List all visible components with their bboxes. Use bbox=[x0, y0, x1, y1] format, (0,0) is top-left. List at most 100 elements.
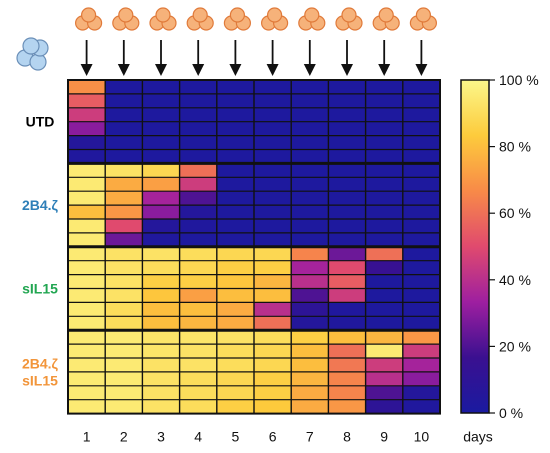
heatmap-cell bbox=[142, 149, 180, 164]
grid-lines bbox=[67, 79, 441, 415]
heatmap-cell bbox=[68, 330, 106, 345]
heatmap-cell bbox=[402, 316, 440, 331]
heatmap-cell bbox=[105, 371, 143, 386]
heatmap-cell bbox=[365, 288, 403, 303]
heatmap-cell bbox=[365, 232, 403, 247]
heatmap-cell bbox=[216, 385, 254, 400]
heatmap-group bbox=[68, 163, 440, 247]
heatmap-cell bbox=[254, 260, 292, 275]
heatmap-cell bbox=[68, 274, 106, 289]
heatmap-cell bbox=[142, 80, 180, 94]
arrow-head-icon bbox=[117, 64, 130, 76]
heatmap-cell bbox=[68, 316, 106, 331]
heatmap-cell bbox=[328, 191, 366, 206]
heatmap-cell bbox=[68, 219, 106, 233]
heatmap-cell bbox=[179, 135, 217, 150]
heatmap-cell bbox=[68, 177, 106, 192]
arrow-head-icon bbox=[80, 64, 93, 76]
heatmap-cell bbox=[291, 302, 329, 317]
heatmap-cell bbox=[105, 149, 143, 164]
heatmap-cell bbox=[254, 149, 292, 164]
heatmap-cell bbox=[365, 149, 403, 164]
heatmap-cell bbox=[105, 135, 143, 150]
heatmap-cell bbox=[402, 80, 440, 94]
heatmap-cell bbox=[402, 177, 440, 192]
heatmap-cell bbox=[142, 246, 180, 261]
heatmap-cell bbox=[142, 107, 180, 122]
heatmap-cell bbox=[291, 93, 329, 108]
heatmap-cell bbox=[68, 93, 106, 108]
heatmap-cell bbox=[179, 371, 217, 386]
x-tick-label: 2 bbox=[120, 429, 128, 445]
heatmap-cell bbox=[216, 246, 254, 261]
heatmap-cell bbox=[291, 149, 329, 164]
x-tick-label: 3 bbox=[157, 429, 165, 445]
heatmap-cell bbox=[216, 191, 254, 206]
heatmap-cell bbox=[365, 135, 403, 150]
heatmap-cell bbox=[402, 107, 440, 122]
heatmap-cell bbox=[68, 358, 106, 372]
heatmap-cell bbox=[216, 205, 254, 219]
heatmap-cell bbox=[254, 246, 292, 261]
heatmap-cell bbox=[291, 107, 329, 122]
x-axis: 1 2 3 4 5 6 7 8 9 10 days bbox=[83, 429, 493, 445]
cell-cluster-icon bbox=[112, 7, 140, 31]
heatmap-group bbox=[68, 246, 440, 331]
heatmap-cell bbox=[365, 358, 403, 372]
colorbar-tick-label: 80 % bbox=[499, 139, 531, 155]
heatmap-cell bbox=[179, 191, 217, 206]
heatmap-cells bbox=[68, 80, 440, 414]
heatmap-cell bbox=[216, 121, 254, 136]
heatmap-cell bbox=[179, 246, 217, 261]
heatmap-cell bbox=[179, 399, 217, 414]
row-group-label: sIL15 bbox=[22, 281, 58, 297]
heatmap-cell bbox=[402, 302, 440, 317]
heatmap-cell bbox=[402, 344, 440, 358]
heatmap-cell bbox=[216, 302, 254, 317]
heatmap-cell bbox=[328, 163, 366, 178]
heatmap-cell bbox=[254, 205, 292, 219]
heatmap-cell bbox=[291, 371, 329, 386]
heatmap-cell bbox=[105, 358, 143, 372]
heatmap-cell bbox=[216, 274, 254, 289]
x-tick-label: 9 bbox=[380, 429, 388, 445]
heatmap-cell bbox=[328, 80, 366, 94]
arrow-head-icon bbox=[155, 64, 167, 76]
heatmap-cell bbox=[365, 385, 403, 400]
heatmap-cell bbox=[328, 330, 366, 345]
cell-cluster-icon bbox=[335, 7, 363, 31]
heatmap-cell bbox=[328, 385, 366, 400]
arrow-head-icon bbox=[229, 64, 242, 76]
colorbar-gradient bbox=[460, 79, 490, 414]
row-group-label: 2B4.ζ bbox=[22, 197, 59, 213]
heatmap-cell bbox=[179, 232, 217, 247]
heatmap-cell bbox=[179, 385, 217, 400]
heatmap-cell bbox=[328, 260, 366, 275]
heatmap-cell bbox=[179, 80, 217, 94]
heatmap-cell bbox=[216, 232, 254, 247]
row-group-label: 2B4.ζ bbox=[22, 355, 59, 371]
heatmap-cell bbox=[402, 219, 440, 233]
heatmap-cell bbox=[328, 205, 366, 219]
heatmap-cell bbox=[179, 177, 217, 192]
heatmap-cell bbox=[142, 135, 180, 150]
heatmap-cell bbox=[68, 149, 106, 164]
heatmap-cell bbox=[105, 246, 143, 261]
heatmap-cell bbox=[142, 358, 180, 372]
heatmap-cell bbox=[68, 288, 106, 303]
arrow-head-icon bbox=[341, 64, 353, 76]
heatmap-cell bbox=[365, 80, 403, 94]
heatmap-border bbox=[67, 79, 441, 415]
heatmap-cell bbox=[105, 177, 143, 192]
cell-cluster-icon bbox=[298, 7, 326, 31]
heatmap-cell bbox=[179, 121, 217, 136]
heatmap-cell bbox=[105, 344, 143, 358]
heatmap-group bbox=[68, 80, 440, 164]
x-tick-label: 6 bbox=[269, 429, 277, 445]
heatmap-cell bbox=[402, 191, 440, 206]
heatmap-cell bbox=[328, 358, 366, 372]
heatmap-cell bbox=[216, 371, 254, 386]
heatmap-cell bbox=[105, 93, 143, 108]
heatmap-cell bbox=[254, 191, 292, 206]
heatmap-cell bbox=[179, 358, 217, 372]
